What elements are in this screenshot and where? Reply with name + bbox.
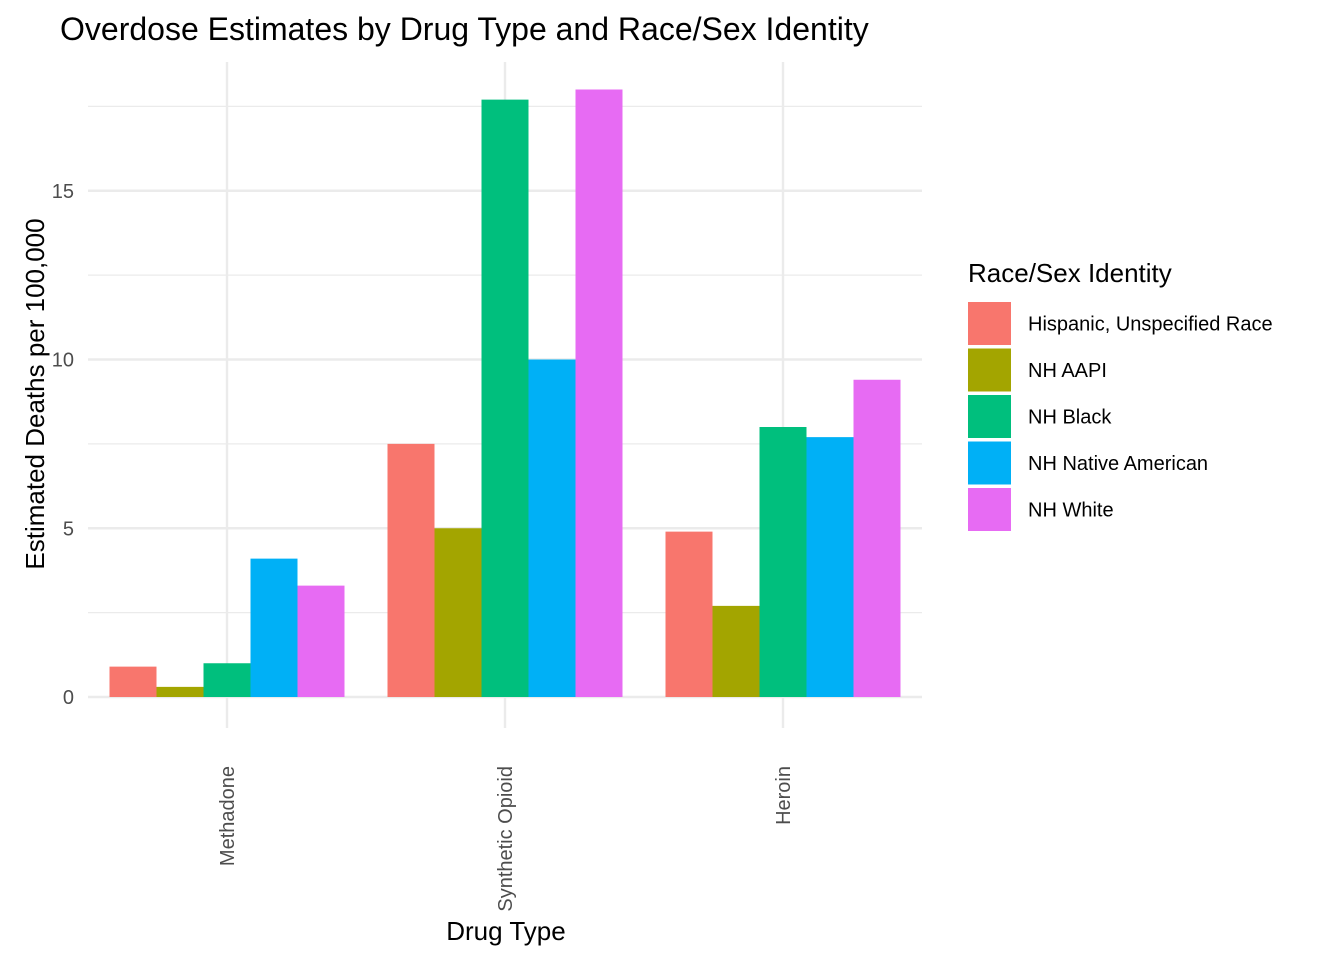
- legend-swatch: [968, 441, 1011, 485]
- x-tick-label: Synthetic Opioid: [495, 766, 517, 912]
- bar: [156, 686, 204, 697]
- y-tick-label: 15: [52, 181, 74, 203]
- y-tick-label: 10: [52, 350, 74, 372]
- bar: [434, 528, 482, 697]
- bar: [387, 443, 435, 697]
- bar: [203, 663, 251, 697]
- y-axis-ticks: 0 5 10 15: [52, 181, 74, 709]
- x-tick-label: Methadone: [217, 766, 239, 866]
- legend-label: NH AAPI: [1028, 360, 1107, 382]
- legend-title: Race/Sex Identity: [968, 258, 1172, 288]
- x-axis-title: Drug Type: [446, 916, 565, 946]
- chart-title: Overdose Estimates by Drug Type and Race…: [60, 11, 869, 47]
- bar: [575, 89, 623, 697]
- legend-label: NH White: [1028, 500, 1114, 522]
- y-axis-title: Estimated Deaths per 100,000: [20, 218, 50, 569]
- bar: [853, 379, 901, 697]
- legend-swatch: [968, 348, 1011, 392]
- legend-swatch: [968, 302, 1011, 345]
- bars: [109, 89, 901, 697]
- y-tick-label: 0: [63, 687, 74, 709]
- legend-swatch: [968, 488, 1011, 531]
- x-tick-label: Heroin: [773, 766, 795, 825]
- bar: [297, 585, 345, 697]
- legend-label: Hispanic, Unspecified Race: [1028, 314, 1273, 336]
- legend-swatch: [968, 395, 1011, 438]
- legend-label: NH Black: [1028, 407, 1112, 429]
- legend-items: Hispanic, Unspecified Race NH AAPI NH Blac…: [968, 302, 1273, 531]
- bar: [806, 437, 854, 697]
- legend: Race/Sex Identity Hispanic, Unspecified …: [968, 258, 1273, 531]
- bar: [712, 605, 760, 697]
- bar: [665, 531, 713, 697]
- bar: [250, 558, 298, 697]
- bar: [481, 99, 529, 697]
- bar: [759, 427, 807, 697]
- bar: [528, 359, 576, 697]
- bar: [109, 666, 157, 697]
- x-axis-ticks: Methadone Synthetic Opioid Heroin: [217, 766, 795, 912]
- legend-label: NH Native American: [1028, 453, 1208, 475]
- y-tick-label: 5: [63, 518, 74, 540]
